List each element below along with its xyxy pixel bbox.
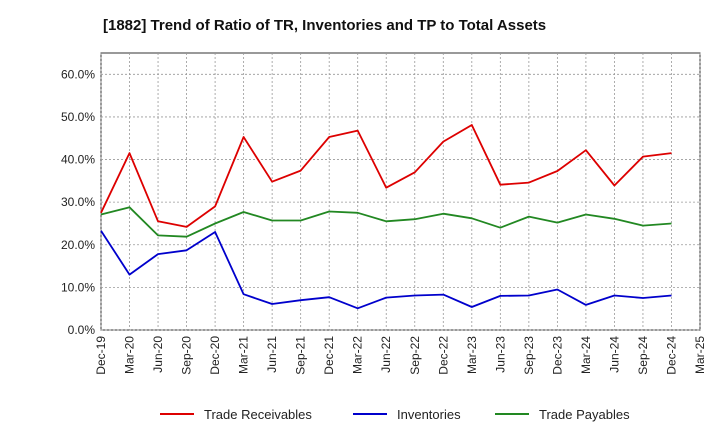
- x-tick-label: Dec-21: [322, 336, 336, 375]
- chart-title: [1882] Trend of Ratio of TR, Inventories…: [103, 17, 546, 34]
- x-tick-label: Mar-20: [123, 336, 137, 374]
- x-tick-label: Mar-22: [351, 336, 365, 374]
- x-tick-label: Mar-21: [237, 336, 251, 374]
- series-lines: [100, 124, 672, 310]
- x-tick-label: Sep-24: [636, 336, 650, 375]
- x-tick-label: Sep-22: [408, 336, 422, 375]
- y-tick-label: 0.0%: [68, 323, 96, 337]
- x-tick-label: Jun-20: [151, 336, 165, 373]
- x-tick-label: Jun-24: [607, 336, 621, 373]
- y-tick-label: 60.0%: [61, 67, 95, 81]
- series-line-2: [100, 206, 672, 238]
- y-tick-label: 40.0%: [61, 153, 95, 167]
- x-axis-ticks: Dec-19 Mar-20 Jun-20 Sep-20 Dec-20 Mar-21 Jun-…: [94, 336, 707, 375]
- x-tick-label: Jun-23: [493, 336, 507, 373]
- x-tick-label: Dec-20: [208, 336, 222, 375]
- x-tick-label: Dec-23: [550, 336, 564, 375]
- x-tick-label: Sep-20: [180, 336, 194, 375]
- x-tick-label: Mar-25: [693, 336, 707, 374]
- series-line-0: [100, 124, 672, 228]
- x-tick-label: Jun-21: [265, 336, 279, 373]
- y-tick-label: 50.0%: [61, 110, 95, 124]
- series-line-1: [100, 230, 672, 310]
- legend-label-2: Trade Payables: [539, 407, 630, 422]
- plot-area: [100, 52, 701, 331]
- y-tick-label: 30.0%: [61, 195, 95, 209]
- x-tick-label: Jun-22: [379, 336, 393, 373]
- x-tick-label: Mar-23: [465, 336, 479, 374]
- y-tick-label: 20.0%: [61, 238, 95, 252]
- plot-frame: [100, 52, 701, 331]
- legend: Trade Receivables Inventories Trade Payabl…: [160, 407, 630, 422]
- y-axis-ticks: 0.0% 10.0% 20.0% 30.0% 40.0% 50.0% 60.0%: [61, 67, 95, 337]
- x-tick-label: Sep-23: [522, 336, 536, 375]
- x-tick-label: Dec-24: [664, 336, 678, 375]
- x-tick-label: Mar-24: [579, 336, 593, 374]
- y-tick-label: 10.0%: [61, 280, 95, 294]
- x-tick-label: Sep-21: [294, 336, 308, 375]
- x-tick-label: Dec-19: [94, 336, 108, 375]
- legend-label-1: Inventories: [397, 407, 461, 422]
- legend-label-0: Trade Receivables: [204, 407, 312, 422]
- x-tick-label: Dec-22: [436, 336, 450, 375]
